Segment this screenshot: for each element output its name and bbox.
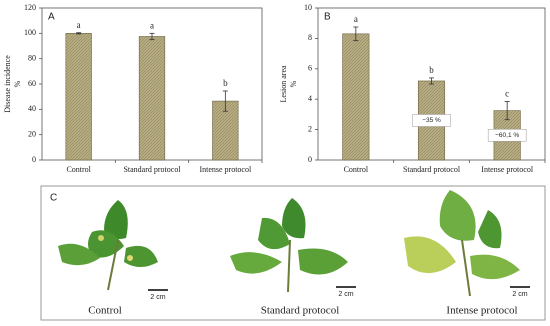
x-tick-label: Standard protocol	[123, 165, 181, 174]
x-tick-label: Standard protocol	[403, 165, 461, 174]
y-axis-label: Disease incidence	[3, 55, 12, 113]
y-axis-label: Lesion area	[279, 65, 288, 103]
caption: Standard protocol	[261, 305, 340, 317]
leaf-photo	[58, 200, 158, 291]
panel-c: C 2 cm 2 cm 2 cm Control	[40, 185, 546, 321]
caption: Intense protocol	[446, 305, 517, 317]
significance-letter: c	[505, 89, 509, 99]
x-tick-label: Intense protocol	[199, 165, 252, 174]
bar	[212, 100, 239, 161]
significance-letter: a	[77, 20, 81, 30]
panel-frame	[40, 185, 546, 321]
y-tick-label: 6	[308, 64, 312, 73]
panel-label: A	[48, 12, 55, 23]
y-tick-label: 4	[308, 94, 312, 103]
scale-label: 2 cm	[150, 294, 165, 301]
x-tick-label: Intense protocol	[481, 165, 534, 174]
y-tick-label: 80	[28, 53, 36, 62]
bar	[138, 36, 166, 161]
significance-letter: a	[150, 20, 154, 30]
y-tick-label: 40	[28, 104, 36, 113]
significance-letter: b	[429, 65, 434, 75]
label-box	[487, 129, 527, 142]
leaf-photo	[404, 190, 520, 297]
y-tick-label: 20	[28, 129, 36, 138]
leaf-photo	[230, 198, 348, 293]
bar	[65, 33, 92, 161]
y-tick-label: 100	[24, 28, 36, 37]
x-tick-label: Control	[66, 165, 91, 174]
reduction-label: −35 %	[422, 117, 441, 124]
panel-a: A Disease incidence % 0 20 40 60 80 100 120 a Contr…	[3, 3, 263, 174]
y-tick-label: 0	[32, 155, 36, 164]
y-tick-label: 10	[304, 3, 312, 12]
significance-letter: a	[354, 14, 358, 24]
reduction-label: −60,1 %	[495, 132, 519, 139]
y-tick-label: 60	[28, 79, 36, 88]
y-axis-label: %	[13, 80, 22, 87]
caption: Control	[88, 305, 122, 317]
bar	[342, 33, 370, 161]
y-tick-label: 120	[24, 3, 36, 12]
label-box	[412, 114, 451, 127]
significance-letter: b	[223, 78, 228, 88]
y-tick-label: 0	[308, 155, 312, 164]
panel-b: B Lesion area % 0 2 4 6 8 10 a Control b Standard pr…	[279, 3, 546, 174]
x-tick-label: Control	[344, 165, 369, 174]
y-tick-label: 2	[308, 124, 312, 133]
y-axis-label: %	[289, 80, 298, 87]
scale-label: 2 cm	[338, 291, 353, 298]
panel-label: B	[324, 12, 331, 23]
scale-label: 2 cm	[512, 291, 527, 298]
y-tick-label: 8	[308, 33, 312, 42]
panel-label: C	[50, 193, 57, 204]
